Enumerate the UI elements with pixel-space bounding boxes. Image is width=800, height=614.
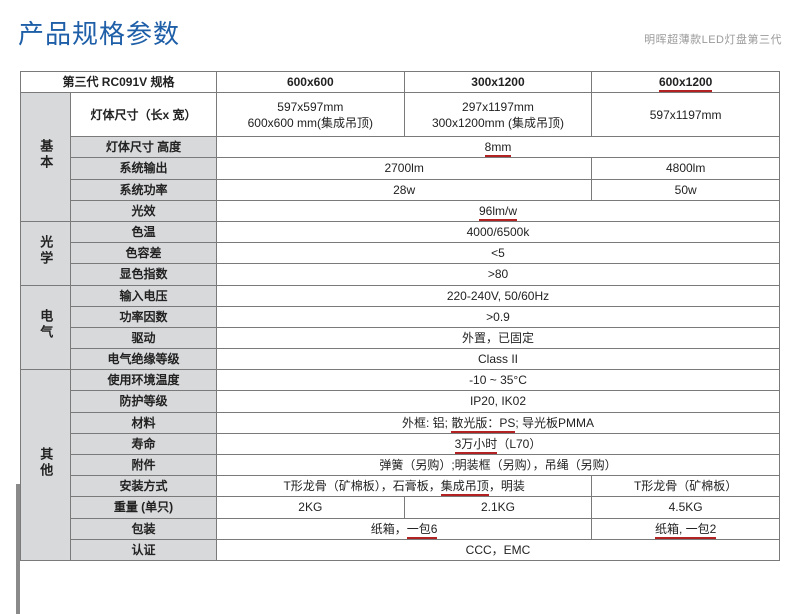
label-accessory: 附件 <box>71 455 217 476</box>
row-body-size-lw: 基本 灯体尺寸（长x 宽） 597x597mm 600x600 mm(集成吊顶)… <box>21 93 780 137</box>
row-sys-power: 系统功率 28w 50w <box>21 179 780 200</box>
label-life: 寿命 <box>71 433 217 454</box>
row-install: 安装方式 T形龙骨（矿棉板），石膏板，集成吊顶，明装 T形龙骨（矿棉板） <box>21 476 780 497</box>
label-input-v: 输入电压 <box>71 285 217 306</box>
label-ambient: 使用环境温度 <box>71 370 217 391</box>
label-driver: 驱动 <box>71 327 217 348</box>
label-cri: 显色指数 <box>71 264 217 285</box>
val-sys-power-12: 28w <box>216 179 591 200</box>
val-material: 外框: 铝; 散光版：PS; 导光板PMMA <box>216 412 779 433</box>
row-packaging: 包装 纸箱，一包6 纸箱, 一包2 <box>21 518 780 539</box>
val-cert: CCC，EMC <box>216 539 779 560</box>
label-pf: 功率因数 <box>71 306 217 327</box>
col-header-spec: 第三代 RC091V 规格 <box>21 72 217 93</box>
col-header-600x1200: 600x1200 <box>592 72 780 93</box>
product-subtitle: 明晖超薄款LED灯盘第三代 <box>644 31 782 47</box>
row-cri: 显色指数 >80 <box>21 264 780 285</box>
row-body-size-h: 灯体尺寸 高度 8mm <box>21 137 780 158</box>
col-header-600x1200-text: 600x1200 <box>659 74 712 90</box>
label-efficacy: 光效 <box>71 200 217 221</box>
table-header-row: 第三代 RC091V 规格 600x600 300x1200 600x1200 <box>21 72 780 93</box>
label-cct: 色温 <box>71 221 217 242</box>
val-install-12: T形龙骨（矿棉板），石膏板，集成吊顶，明装 <box>216 476 591 497</box>
val-sys-power-3: 50w <box>592 179 780 200</box>
label-ip: 防护等级 <box>71 391 217 412</box>
val-body-size-lw-3: 597x1197mm <box>592 93 780 137</box>
val-pf: >0.9 <box>216 306 779 327</box>
row-ip: 防护等级 IP20, IK02 <box>21 391 780 412</box>
val-install-3: T形龙骨（矿棉板） <box>592 476 780 497</box>
val-packaging-3: 纸箱, 一包2 <box>592 518 780 539</box>
spec-table: 第三代 RC091V 规格 600x600 300x1200 600x1200 … <box>20 71 780 561</box>
val-driver: 外置，已固定 <box>216 327 779 348</box>
val-sys-output-3: 4800lm <box>592 158 780 179</box>
val-weight-3: 4.5KG <box>592 497 780 518</box>
label-packaging: 包装 <box>71 518 217 539</box>
val-cri: >80 <box>216 264 779 285</box>
val-body-size-lw-1: 597x597mm 600x600 mm(集成吊顶) <box>216 93 404 137</box>
row-cct: 光学 色温 4000/6500k <box>21 221 780 242</box>
label-body-size-lw: 灯体尺寸（长x 宽） <box>71 93 217 137</box>
label-sdcm: 色容差 <box>71 243 217 264</box>
row-ambient: 其他 使用环境温度 -10 ~ 35°C <box>21 370 780 391</box>
group-electrical: 电气 <box>21 285 71 370</box>
label-insulation: 电气绝缘等级 <box>71 349 217 370</box>
val-accessory: 弹簧（另购）;明装框（另购），吊绳（另购） <box>216 455 779 476</box>
group-other: 其他 <box>21 370 71 561</box>
val-packaging-12: 纸箱，一包6 <box>216 518 591 539</box>
val-body-size-h: 8mm <box>216 137 779 158</box>
val-input-v: 220-240V, 50/60Hz <box>216 285 779 306</box>
label-body-size-h: 灯体尺寸 高度 <box>71 137 217 158</box>
label-install: 安装方式 <box>71 476 217 497</box>
row-insulation: 电气绝缘等级 Class II <box>21 349 780 370</box>
val-ip: IP20, IK02 <box>216 391 779 412</box>
val-sys-output-12: 2700lm <box>216 158 591 179</box>
label-material: 材料 <box>71 412 217 433</box>
header-row: 产品规格参数 明晖超薄款LED灯盘第三代 <box>18 14 782 51</box>
page-title: 产品规格参数 <box>18 14 180 51</box>
label-sys-power: 系统功率 <box>71 179 217 200</box>
val-ambient: -10 ~ 35°C <box>216 370 779 391</box>
val-body-size-lw-2: 297x1197mm 300x1200mm (集成吊顶) <box>404 93 592 137</box>
col-header-600x600: 600x600 <box>216 72 404 93</box>
group-optical: 光学 <box>21 221 71 285</box>
row-sys-output: 系统输出 2700lm 4800lm <box>21 158 780 179</box>
label-weight: 重量 (单只) <box>71 497 217 518</box>
val-weight-1: 2KG <box>216 497 404 518</box>
row-driver: 驱动 外置，已固定 <box>21 327 780 348</box>
row-pf: 功率因数 >0.9 <box>21 306 780 327</box>
row-sdcm: 色容差 <5 <box>21 243 780 264</box>
row-weight: 重量 (单只) 2KG 2.1KG 4.5KG <box>21 497 780 518</box>
val-weight-2: 2.1KG <box>404 497 592 518</box>
val-sdcm: <5 <box>216 243 779 264</box>
group-basic: 基本 <box>21 93 71 222</box>
row-life: 寿命 3万小时（L70） <box>21 433 780 454</box>
val-efficacy: 96lm/w <box>216 200 779 221</box>
row-material: 材料 外框: 铝; 散光版：PS; 导光板PMMA <box>21 412 780 433</box>
row-input-v: 电气 输入电压 220-240V, 50/60Hz <box>21 285 780 306</box>
row-efficacy: 光效 96lm/w <box>21 200 780 221</box>
row-cert: 认证 CCC，EMC <box>21 539 780 560</box>
val-insulation: Class II <box>216 349 779 370</box>
col-header-300x1200: 300x1200 <box>404 72 592 93</box>
label-cert: 认证 <box>71 539 217 560</box>
val-life: 3万小时（L70） <box>216 433 779 454</box>
val-cct: 4000/6500k <box>216 221 779 242</box>
row-accessory: 附件 弹簧（另购）;明装框（另购），吊绳（另购） <box>21 455 780 476</box>
label-sys-output: 系统输出 <box>71 158 217 179</box>
